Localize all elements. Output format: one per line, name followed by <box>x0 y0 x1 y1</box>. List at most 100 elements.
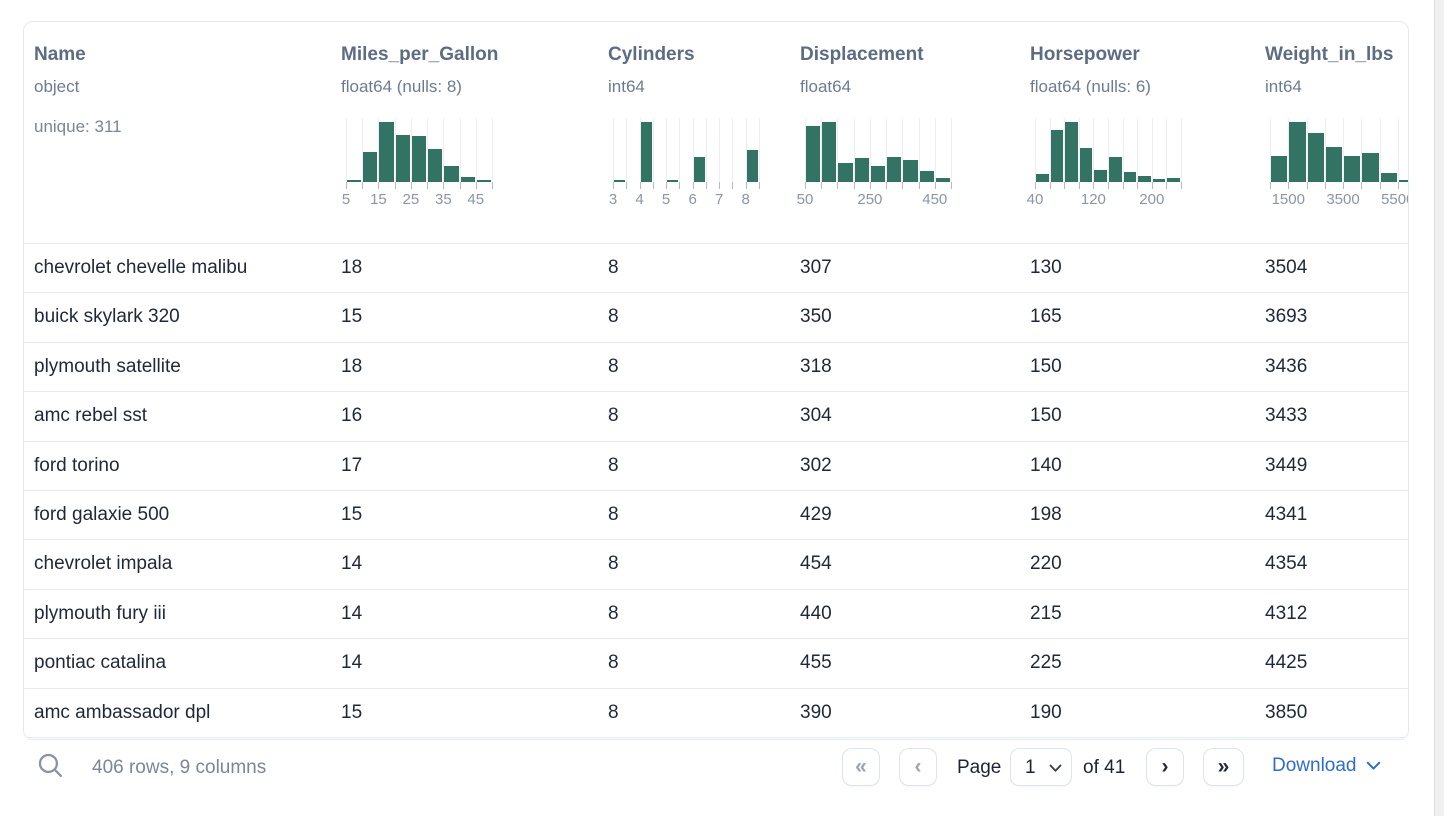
axis-tick-label: 450 <box>922 191 948 208</box>
histogram-gridline <box>666 118 668 182</box>
axis-tick-label: 250 <box>857 191 883 208</box>
vertical-scrollbar[interactable] <box>1434 0 1444 816</box>
axis-tick <box>805 182 806 189</box>
axis-tick <box>378 182 380 189</box>
axis-tick-label: 200 <box>1139 191 1165 208</box>
chevron-right-icon: › <box>1161 755 1169 778</box>
page-label: Page <box>957 757 1002 778</box>
column-histogram: 40 120 200 <box>1027 118 1182 214</box>
histogram-gridline <box>886 118 888 182</box>
histogram-gridline <box>869 118 871 182</box>
histogram-gridline <box>427 118 429 182</box>
cell: 15 <box>341 701 363 723</box>
histogram-gridline <box>394 118 396 182</box>
axis-tick <box>886 182 888 189</box>
histogram-gridline <box>1270 118 1271 182</box>
histogram-bar <box>1362 153 1379 182</box>
column-header-weight_in_lbs: Weight_in_lbs int64 1500 3500 5500 <box>1265 22 1408 244</box>
axis-tick-label: 40 <box>1026 191 1044 208</box>
histogram-bar <box>1271 156 1288 182</box>
axis-tick-label: 3 <box>608 191 618 208</box>
histogram-gridline <box>719 118 721 182</box>
histogram-gridline <box>613 118 614 182</box>
histogram-bar <box>919 171 934 182</box>
axis-tick <box>821 182 823 189</box>
cell: 4425 <box>1265 652 1308 674</box>
histogram-bar <box>838 163 853 182</box>
search-icon[interactable] <box>36 751 65 785</box>
histogram-bar <box>428 149 443 182</box>
column-header-horsepower: Horsepower float64 (nulls: 6) 40 120 200 <box>1027 22 1255 244</box>
cell: 165 <box>1030 306 1062 328</box>
last-page-button[interactable]: » <box>1203 748 1244 786</box>
axis-tick <box>1324 182 1326 189</box>
axis-tick <box>1035 182 1036 189</box>
first-page-button[interactable]: « <box>842 748 880 786</box>
histogram-gridline <box>902 118 904 182</box>
cell: 8 <box>608 454 619 476</box>
histogram-bar <box>903 160 918 182</box>
axis-tick <box>626 182 628 189</box>
next-page-button[interactable]: › <box>1146 748 1184 786</box>
histogram-gridline <box>639 118 641 182</box>
cell: 455 <box>800 652 832 674</box>
axis-tick-label: 5 <box>661 191 671 208</box>
axis-tick <box>1306 182 1308 189</box>
axis-tick <box>427 182 429 189</box>
column-title: Miles_per_Gallon <box>341 44 499 65</box>
axis-tick-label: 7 <box>715 191 724 208</box>
axis-tick <box>934 182 936 189</box>
axis-tick <box>951 182 952 189</box>
cell: 390 <box>800 701 832 723</box>
histogram-bar <box>395 135 410 182</box>
cell: 318 <box>800 355 832 377</box>
previous-page-button[interactable]: ‹ <box>899 748 937 786</box>
download-button[interactable]: Download <box>1272 755 1381 777</box>
download-label: Download <box>1272 755 1357 776</box>
histogram-bar <box>476 180 491 182</box>
axis-tick <box>918 182 920 189</box>
histogram-bar <box>460 177 475 182</box>
axis-tick-label: 50 <box>796 191 814 208</box>
cell: 3449 <box>1265 454 1308 476</box>
cell: 8 <box>608 355 619 377</box>
cell: 8 <box>608 257 619 278</box>
table-row: amc rebel sst 16 8 304 150 3433 <box>24 392 1408 442</box>
table-row: pontiac catalina 14 8 455 225 4425 <box>24 639 1408 689</box>
axis-tick <box>613 182 614 189</box>
histogram-bar <box>1380 173 1397 182</box>
column-histogram: 5 15 25 35 45 <box>342 118 493 214</box>
histogram-gridline <box>652 118 654 182</box>
histogram-bar <box>1050 130 1064 182</box>
page-select[interactable]: 1 <box>1011 749 1071 785</box>
histogram-gridline <box>492 118 493 182</box>
histogram-gridline <box>1181 118 1182 182</box>
double-chevron-right-icon: » <box>1217 755 1230 778</box>
histogram-bar <box>693 157 705 182</box>
histogram-bar <box>1138 176 1151 182</box>
histogram-bar <box>614 180 626 182</box>
histogram-gridline <box>1035 118 1036 182</box>
histogram-gridline <box>1064 118 1066 182</box>
axis-tick <box>666 182 668 189</box>
axis-tick <box>719 182 721 189</box>
table-row: ford torino 17 8 302 140 3449 <box>24 441 1408 491</box>
axis-tick <box>1181 182 1182 189</box>
histogram-bar <box>1109 157 1122 182</box>
histogram-bar <box>935 178 950 182</box>
axis-tick <box>1093 182 1095 189</box>
histogram-gridline <box>346 118 347 182</box>
table-row: plymouth fury iii 14 8 440 215 4312 <box>24 589 1408 640</box>
cell: pontiac catalina <box>34 652 167 674</box>
axis-tick <box>1397 182 1399 189</box>
histogram-gridline <box>679 118 681 182</box>
histogram-bar <box>1094 170 1107 182</box>
axis-tick-label: 3500 <box>1326 191 1360 208</box>
cell: ford galaxie 500 <box>34 503 170 525</box>
cell: 215 <box>1030 602 1062 624</box>
histogram-gridline <box>1343 118 1344 182</box>
cell: 140 <box>1030 454 1062 476</box>
cell: 18 <box>341 257 363 278</box>
histogram-gridline <box>475 118 477 182</box>
